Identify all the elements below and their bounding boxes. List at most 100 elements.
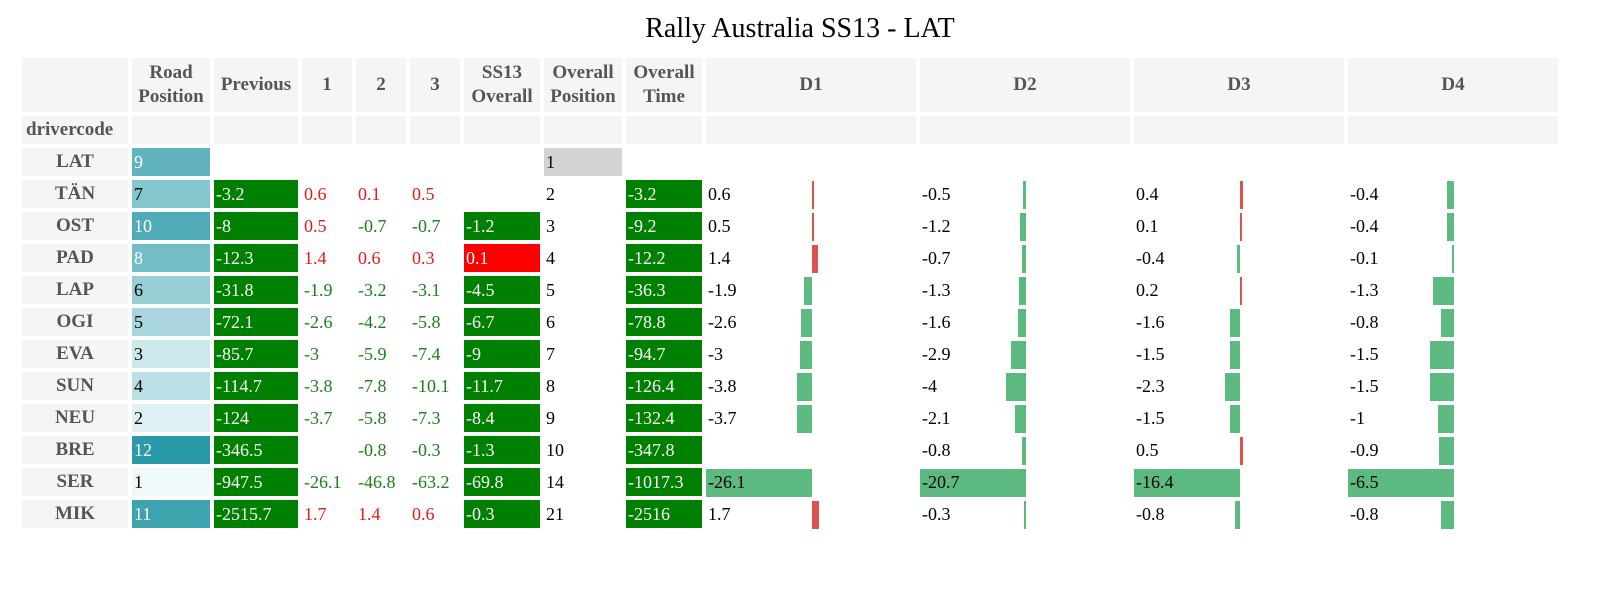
header-split-3: 3	[410, 58, 460, 112]
d2-cell: -0.3	[920, 500, 1130, 529]
split-1-cell	[302, 436, 352, 464]
d4-value: -0.4	[1350, 216, 1379, 236]
overall-time-cell: -132.4	[626, 404, 702, 432]
d3-bar	[1240, 181, 1243, 209]
road-position-cell: 6	[132, 276, 210, 304]
d2-bar	[1019, 213, 1026, 241]
overall-time-cell: -2516	[626, 500, 702, 528]
split-1-cell: 1.4	[304, 248, 327, 268]
previous-cell: -72.1	[214, 308, 298, 336]
previous-cell: -124	[214, 404, 298, 432]
header-ss13-overall: SS13 Overall	[464, 58, 540, 112]
d1-bar	[796, 405, 812, 433]
split-3-cell: -0.7	[412, 216, 441, 236]
d3-cell: 0.5	[1134, 436, 1344, 465]
driver-code-cell: SER	[22, 468, 128, 496]
d3-value: 0.5	[1136, 440, 1159, 460]
road-position-cell: 8	[132, 244, 210, 272]
d4-bar	[1432, 277, 1454, 305]
d4-value: -0.8	[1350, 504, 1379, 524]
previous-cell: -346.5	[214, 436, 298, 464]
d1-bar	[796, 373, 812, 401]
overall-position-cell: 9	[546, 408, 555, 428]
road-position-cell: 7	[132, 180, 210, 208]
ss13-overall-cell: -6.7	[464, 308, 540, 336]
d1-cell: -3.7	[706, 404, 916, 433]
driver-code-cell: NEU	[22, 404, 128, 432]
d3-cell: 0.4	[1134, 180, 1344, 209]
d2-cell: -0.5	[920, 180, 1130, 209]
ss13-overall-cell: -8.4	[464, 404, 540, 432]
d4-bar	[1348, 469, 1454, 497]
d4-bar	[1429, 373, 1454, 401]
blank-header	[626, 116, 702, 144]
overall-position-cell: 5	[546, 280, 555, 300]
road-position-cell: 9	[132, 148, 210, 176]
d4-value: -0.9	[1350, 440, 1379, 460]
d4-value: -1.5	[1350, 376, 1379, 396]
header-overall-time: Overall Time	[626, 58, 702, 112]
d4-cell: -6.5	[1348, 468, 1558, 497]
blank-header	[464, 116, 540, 144]
d3-bar	[1237, 245, 1240, 273]
blank-header	[214, 116, 298, 144]
split-2-cell	[356, 148, 406, 176]
d4-bar	[1452, 245, 1454, 273]
split-1-cell: -3	[304, 344, 319, 364]
road-position-cell: 3	[132, 340, 210, 368]
split-1-cell	[302, 148, 352, 176]
d3-cell: 0.2	[1134, 276, 1344, 305]
d2-value: -0.7	[922, 248, 951, 268]
d4-bar	[1439, 437, 1454, 465]
table-row: SUN 4 -114.7 -3.8 -7.8 -10.1 -11.7 8 -126.4 -3.8 -…	[22, 372, 1558, 401]
d3-value: 0.1	[1136, 216, 1159, 236]
blank-header	[920, 116, 1130, 144]
d4-cell: -0.8	[1348, 500, 1558, 529]
d2-cell: -1.6	[920, 308, 1130, 337]
split-1-cell: -26.1	[304, 472, 342, 492]
table-row: LAP 6 -31.8 -1.9 -3.2 -3.1 -4.5 5 -36.3 -1.9 -1.3 0…	[22, 276, 1558, 305]
d2-bar	[1021, 437, 1026, 465]
overall-time-cell: -126.4	[626, 372, 702, 400]
d4-cell	[1348, 148, 1558, 176]
header-road-position: Road Position	[132, 58, 210, 112]
d1-cell: 1.4	[706, 244, 916, 273]
split-3-cell: -10.1	[412, 376, 450, 396]
d1-bar	[812, 181, 815, 209]
previous-cell: -947.5	[214, 468, 298, 496]
d3-cell: -0.4	[1134, 244, 1344, 273]
overall-time-cell: -1017.3	[626, 468, 702, 496]
blank-header	[544, 116, 622, 144]
d2-cell: -2.9	[920, 340, 1130, 369]
ss13-overall-cell: -1.3	[464, 436, 540, 464]
d2-value: -0.8	[922, 440, 951, 460]
d4-cell: -0.9	[1348, 436, 1558, 465]
d1-cell	[706, 436, 916, 464]
split-2-cell: -7.8	[358, 376, 387, 396]
split-1-cell: -2.6	[304, 312, 333, 332]
blank-header	[356, 116, 406, 144]
d4-value: -1.5	[1350, 344, 1379, 364]
overall-position-cell: 1	[544, 148, 622, 176]
d1-bar	[804, 277, 812, 305]
index-name-header: drivercode	[22, 116, 128, 144]
table-row: LAT 9 1	[22, 148, 1558, 176]
header-previous: Previous	[214, 58, 298, 112]
overall-time-cell: -78.8	[626, 308, 702, 336]
split-3-cell: 0.5	[412, 184, 435, 204]
driver-code-cell: PAD	[22, 244, 128, 272]
d4-cell: -0.1	[1348, 244, 1558, 273]
d3-bar	[1230, 341, 1240, 369]
d3-cell: -0.8	[1134, 500, 1344, 529]
d3-bar	[1234, 501, 1240, 529]
d1-value: -3	[708, 344, 723, 364]
d1-cell: -26.1	[706, 468, 916, 497]
header-split-2: 2	[356, 58, 406, 112]
d2-value: -20.7	[922, 472, 960, 492]
d4-value: -0.1	[1350, 248, 1379, 268]
road-position-cell: 4	[132, 372, 210, 400]
previous-cell: -114.7	[214, 372, 298, 400]
split-2-cell: 0.6	[358, 248, 381, 268]
d2-cell	[920, 148, 1130, 176]
d1-value: 0.6	[708, 184, 731, 204]
